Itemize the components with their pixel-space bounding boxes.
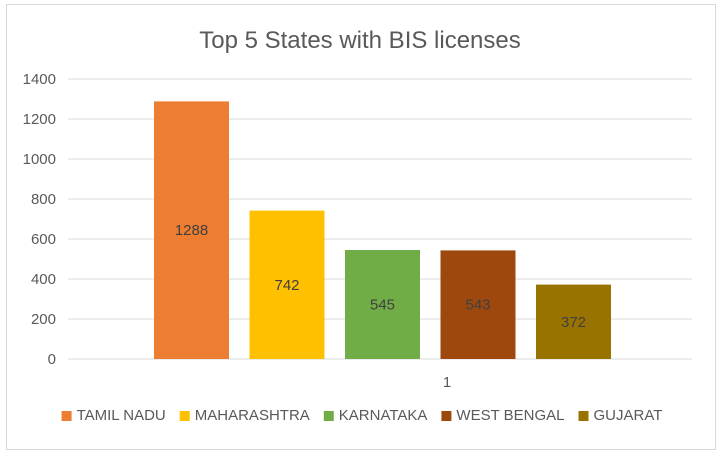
y-tick-label: 800 [31, 191, 56, 208]
x-axis-tick-labels: 1 [443, 374, 451, 391]
chart-title: Top 5 States with BIS licenses [199, 27, 521, 54]
y-tick-label: 0 [48, 351, 56, 368]
legend-item: TAMIL NADU [61, 407, 166, 424]
legend-label: MAHARASHTRA [195, 407, 310, 424]
bar [249, 210, 325, 359]
data-label: 1288 [175, 222, 208, 239]
y-axis-tick-labels: 0 200 400 600 800 1000 1200 1400 [23, 71, 56, 368]
legend-swatch [61, 411, 72, 421]
legend-swatch [441, 411, 452, 421]
data-label: 372 [561, 314, 586, 331]
legend-label: KARNATAKA [339, 407, 428, 424]
legend-label: TAMIL NADU [77, 407, 166, 424]
legend-swatch [323, 411, 334, 421]
data-label: 543 [465, 297, 490, 314]
chart-area [6, 4, 716, 450]
legend-swatch [578, 411, 589, 421]
bar [536, 284, 611, 359]
x-tick-label: 1 [443, 374, 451, 391]
legend-item: WEST BENGAL [441, 407, 565, 424]
y-tick-label: 600 [31, 231, 56, 248]
y-tick-label: 1000 [23, 151, 56, 168]
legend-label: GUJARAT [594, 407, 663, 424]
legend-label: WEST BENGAL [456, 407, 564, 424]
data-label: 545 [370, 297, 395, 314]
bars [154, 101, 611, 360]
legend-item: MAHARASHTRA [179, 407, 310, 424]
bar [154, 101, 229, 360]
data-label: 742 [274, 277, 299, 294]
legend-item: GUJARAT [578, 407, 663, 424]
y-tick-label: 1400 [23, 71, 56, 88]
y-tick-label: 400 [31, 271, 56, 288]
data-labels: 1288 742 545 543 372 [175, 222, 586, 331]
y-tick-label: 1200 [23, 111, 56, 128]
y-tick-label: 200 [31, 311, 56, 328]
legend-item: KARNATAKA [323, 407, 428, 424]
legend: TAMIL NADU MAHARASHTRA KARNATAKA WEST BENGA… [61, 407, 663, 424]
bar [345, 250, 420, 359]
legend-swatch [179, 411, 190, 421]
bar [440, 250, 516, 359]
